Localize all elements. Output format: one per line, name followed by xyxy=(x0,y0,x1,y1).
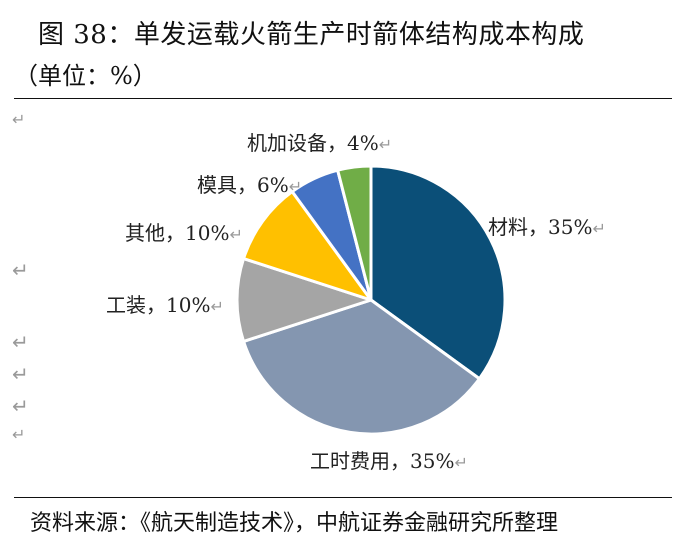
slice-label-3: 其他，10%↵ xyxy=(125,221,243,245)
paragraph-mark: ↵ xyxy=(12,258,29,282)
paragraph-mark: ↵ xyxy=(12,110,26,129)
pie-slice-3 xyxy=(242,190,373,302)
pie-slice-5 xyxy=(336,164,373,302)
pie-slice-0 xyxy=(369,164,507,381)
slice-label-2: 工装，10%↵ xyxy=(106,293,224,317)
pie-slice-2 xyxy=(235,257,373,343)
slice-label-0: 材料，35%↵ xyxy=(488,215,606,239)
slice-label-4: 模具，6%↵ xyxy=(197,173,302,197)
paragraph-mark: ↵ xyxy=(12,394,29,418)
paragraph-mark: ↵ xyxy=(12,362,29,386)
top-rule xyxy=(14,98,672,99)
figure-subtitle: （单位：%） xyxy=(14,62,157,90)
bottom-rule xyxy=(14,497,672,498)
source-note: 资料来源：《航天制造技术》，中航证券金融研究所整理 xyxy=(30,511,559,536)
paragraph-mark: ↵ xyxy=(12,425,26,444)
slice-label-1: 工时费用，35%↵ xyxy=(310,449,468,473)
paragraph-mark: ↵ xyxy=(12,330,29,354)
pie-slice-1 xyxy=(242,298,481,436)
slice-label-5: 机加设备，4%↵ xyxy=(247,131,392,155)
figure-title: 图 38：单发运载火箭生产时箭体结构成本构成 xyxy=(38,20,585,50)
